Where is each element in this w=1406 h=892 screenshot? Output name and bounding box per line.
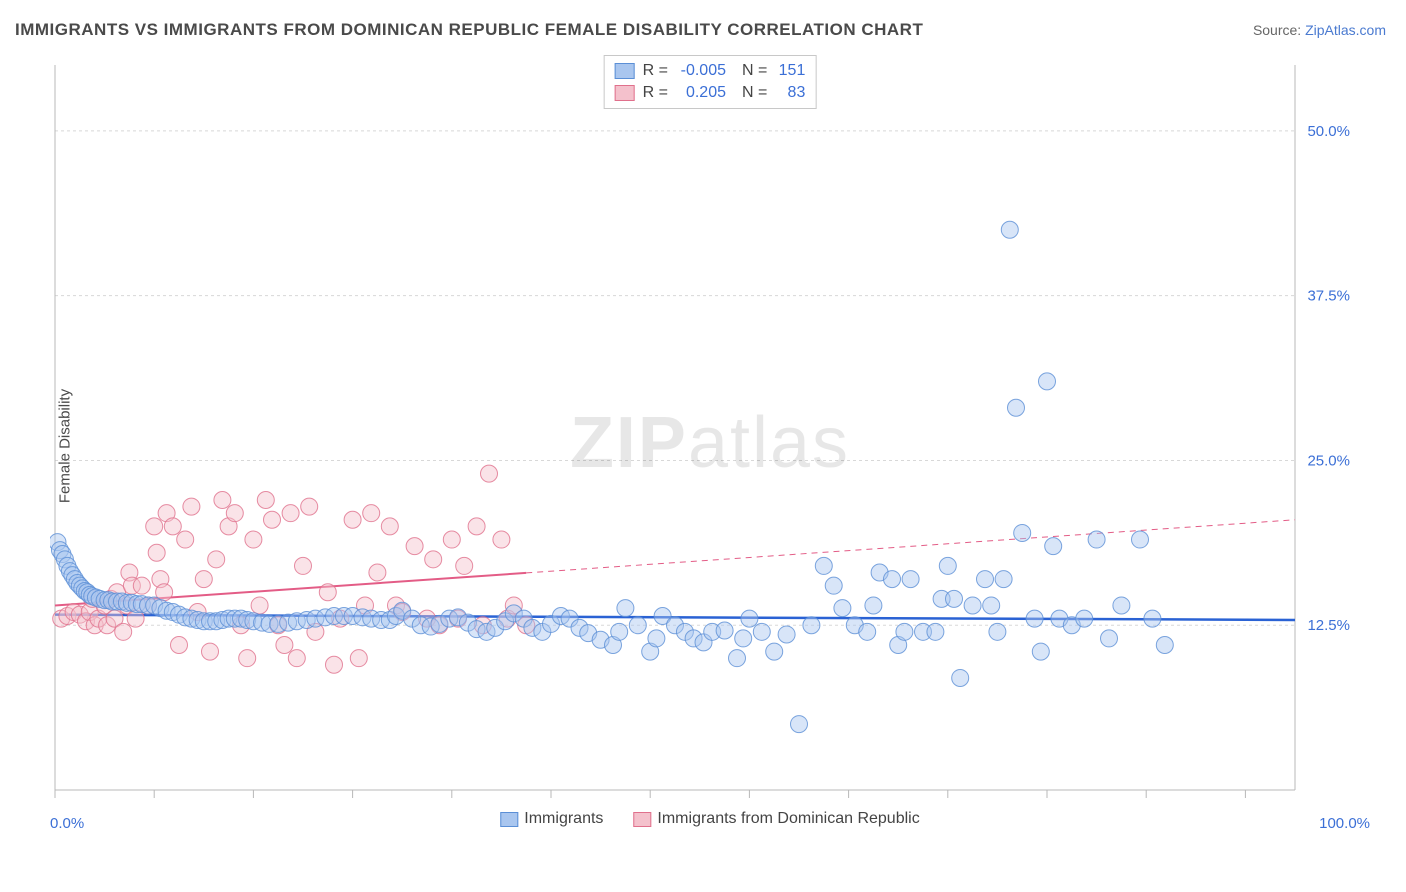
plot-area: 12.5%25.0%37.5%50.0% ZIPatlas R = -0.005… — [50, 55, 1370, 830]
series-legend: Immigrants Immigrants from Dominican Rep… — [500, 810, 919, 828]
legend-r-value: 0.205 — [676, 82, 726, 104]
legend-row: R = -0.005 N = 151 — [615, 60, 806, 82]
svg-text:37.5%: 37.5% — [1307, 288, 1350, 305]
legend-swatch-pink — [633, 812, 651, 827]
svg-text:50.0%: 50.0% — [1307, 123, 1350, 140]
legend-n-label: N = — [742, 60, 767, 82]
legend-n-value: 151 — [775, 60, 805, 82]
legend-swatch-blue — [615, 63, 635, 79]
legend-row: R = 0.205 N = 83 — [615, 82, 806, 104]
legend-n-label: N = — [742, 82, 767, 104]
source-link[interactable]: ZipAtlas.com — [1305, 22, 1386, 38]
correlation-legend: R = -0.005 N = 151 R = 0.205 N = 83 — [604, 55, 817, 109]
svg-text:25.0%: 25.0% — [1307, 452, 1350, 469]
legend-item: Immigrants — [500, 810, 603, 828]
chart-title: IMMIGRANTS VS IMMIGRANTS FROM DOMINICAN … — [15, 20, 923, 40]
chart-svg: 12.5% 25.0% 37.5% 50.0% — [50, 55, 1370, 830]
legend-n-value: 83 — [775, 82, 805, 104]
legend-item: Immigrants from Dominican Republic — [633, 810, 919, 828]
legend-swatch-blue — [500, 812, 518, 827]
x-axis-start-label: 0.0% — [50, 815, 84, 832]
legend-r-value: -0.005 — [676, 60, 726, 82]
legend-item-label: Immigrants — [524, 810, 603, 828]
x-axis-end-label: 100.0% — [1319, 815, 1370, 832]
source-attribution: Source: ZipAtlas.com — [1253, 22, 1386, 38]
legend-item-label: Immigrants from Dominican Republic — [657, 810, 919, 828]
legend-r-label: R = — [643, 60, 668, 82]
svg-text:12.5%: 12.5% — [1307, 617, 1350, 634]
legend-r-label: R = — [643, 82, 668, 104]
legend-swatch-pink — [615, 85, 635, 101]
source-prefix: Source: — [1253, 22, 1305, 38]
